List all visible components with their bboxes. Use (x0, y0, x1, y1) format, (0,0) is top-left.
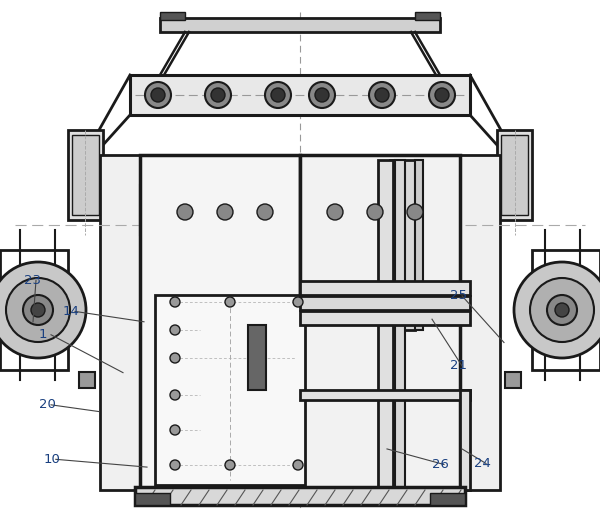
Circle shape (225, 460, 235, 470)
Circle shape (530, 278, 594, 342)
Bar (365, 196, 385, 228)
Bar (300, 281, 470, 295)
Bar (415, 160, 423, 330)
Bar (430, 190, 455, 230)
Circle shape (177, 204, 193, 220)
Bar (215, 196, 235, 228)
Bar (100, 155, 140, 490)
Bar (425, 185, 460, 235)
Circle shape (369, 82, 395, 108)
Circle shape (170, 460, 180, 470)
Text: 1: 1 (39, 328, 47, 342)
Circle shape (6, 278, 70, 342)
Bar (300, 296, 470, 310)
Circle shape (367, 204, 383, 220)
Circle shape (293, 460, 303, 470)
Bar (460, 155, 500, 490)
Circle shape (145, 82, 171, 108)
Circle shape (0, 262, 86, 358)
Circle shape (23, 295, 53, 325)
Bar (72, 135, 99, 215)
Bar (395, 160, 405, 490)
Bar (415, 12, 440, 20)
Bar (505, 372, 521, 388)
Circle shape (407, 204, 423, 220)
Circle shape (435, 88, 449, 102)
Text: 25: 25 (450, 289, 467, 303)
Circle shape (309, 82, 335, 108)
Bar (501, 135, 528, 215)
Circle shape (547, 295, 577, 325)
Circle shape (217, 204, 233, 220)
Bar (140, 185, 175, 235)
Bar (300, 311, 470, 325)
Circle shape (514, 262, 600, 358)
Bar (300, 390, 470, 400)
Text: 14: 14 (63, 305, 80, 318)
Bar (460, 390, 470, 490)
Circle shape (375, 88, 389, 102)
Circle shape (271, 88, 285, 102)
Circle shape (265, 82, 291, 108)
Circle shape (327, 204, 343, 220)
Bar (135, 487, 465, 505)
Circle shape (170, 353, 180, 363)
Bar (140, 155, 300, 490)
Text: 10: 10 (44, 453, 61, 466)
Bar (68, 130, 103, 220)
Circle shape (170, 390, 180, 400)
Bar (390, 160, 415, 330)
Circle shape (151, 88, 165, 102)
Text: 23: 23 (24, 274, 41, 287)
Bar (430, 493, 465, 505)
Text: 26: 26 (432, 458, 449, 471)
Bar (155, 295, 305, 485)
Bar (0, 250, 68, 370)
Circle shape (31, 303, 45, 317)
Bar (532, 250, 600, 370)
Bar (160, 18, 440, 32)
Bar (248, 325, 266, 390)
Bar (325, 196, 345, 228)
Text: 20: 20 (39, 398, 56, 412)
Bar (145, 190, 170, 230)
Bar (135, 493, 170, 505)
Circle shape (225, 297, 235, 307)
Circle shape (315, 88, 329, 102)
Circle shape (429, 82, 455, 108)
Bar (255, 196, 275, 228)
Circle shape (170, 325, 180, 335)
Text: 24: 24 (474, 457, 491, 470)
Bar (175, 196, 195, 228)
Circle shape (205, 82, 231, 108)
Circle shape (293, 297, 303, 307)
Circle shape (257, 204, 273, 220)
Bar (405, 196, 425, 228)
Circle shape (211, 88, 225, 102)
Bar (160, 12, 185, 20)
Bar (378, 160, 393, 490)
Circle shape (555, 303, 569, 317)
Circle shape (170, 297, 180, 307)
Bar (79, 372, 95, 388)
Circle shape (170, 425, 180, 435)
Bar (300, 155, 460, 490)
Text: 21: 21 (450, 359, 467, 373)
Bar (497, 130, 532, 220)
Bar (130, 75, 470, 115)
